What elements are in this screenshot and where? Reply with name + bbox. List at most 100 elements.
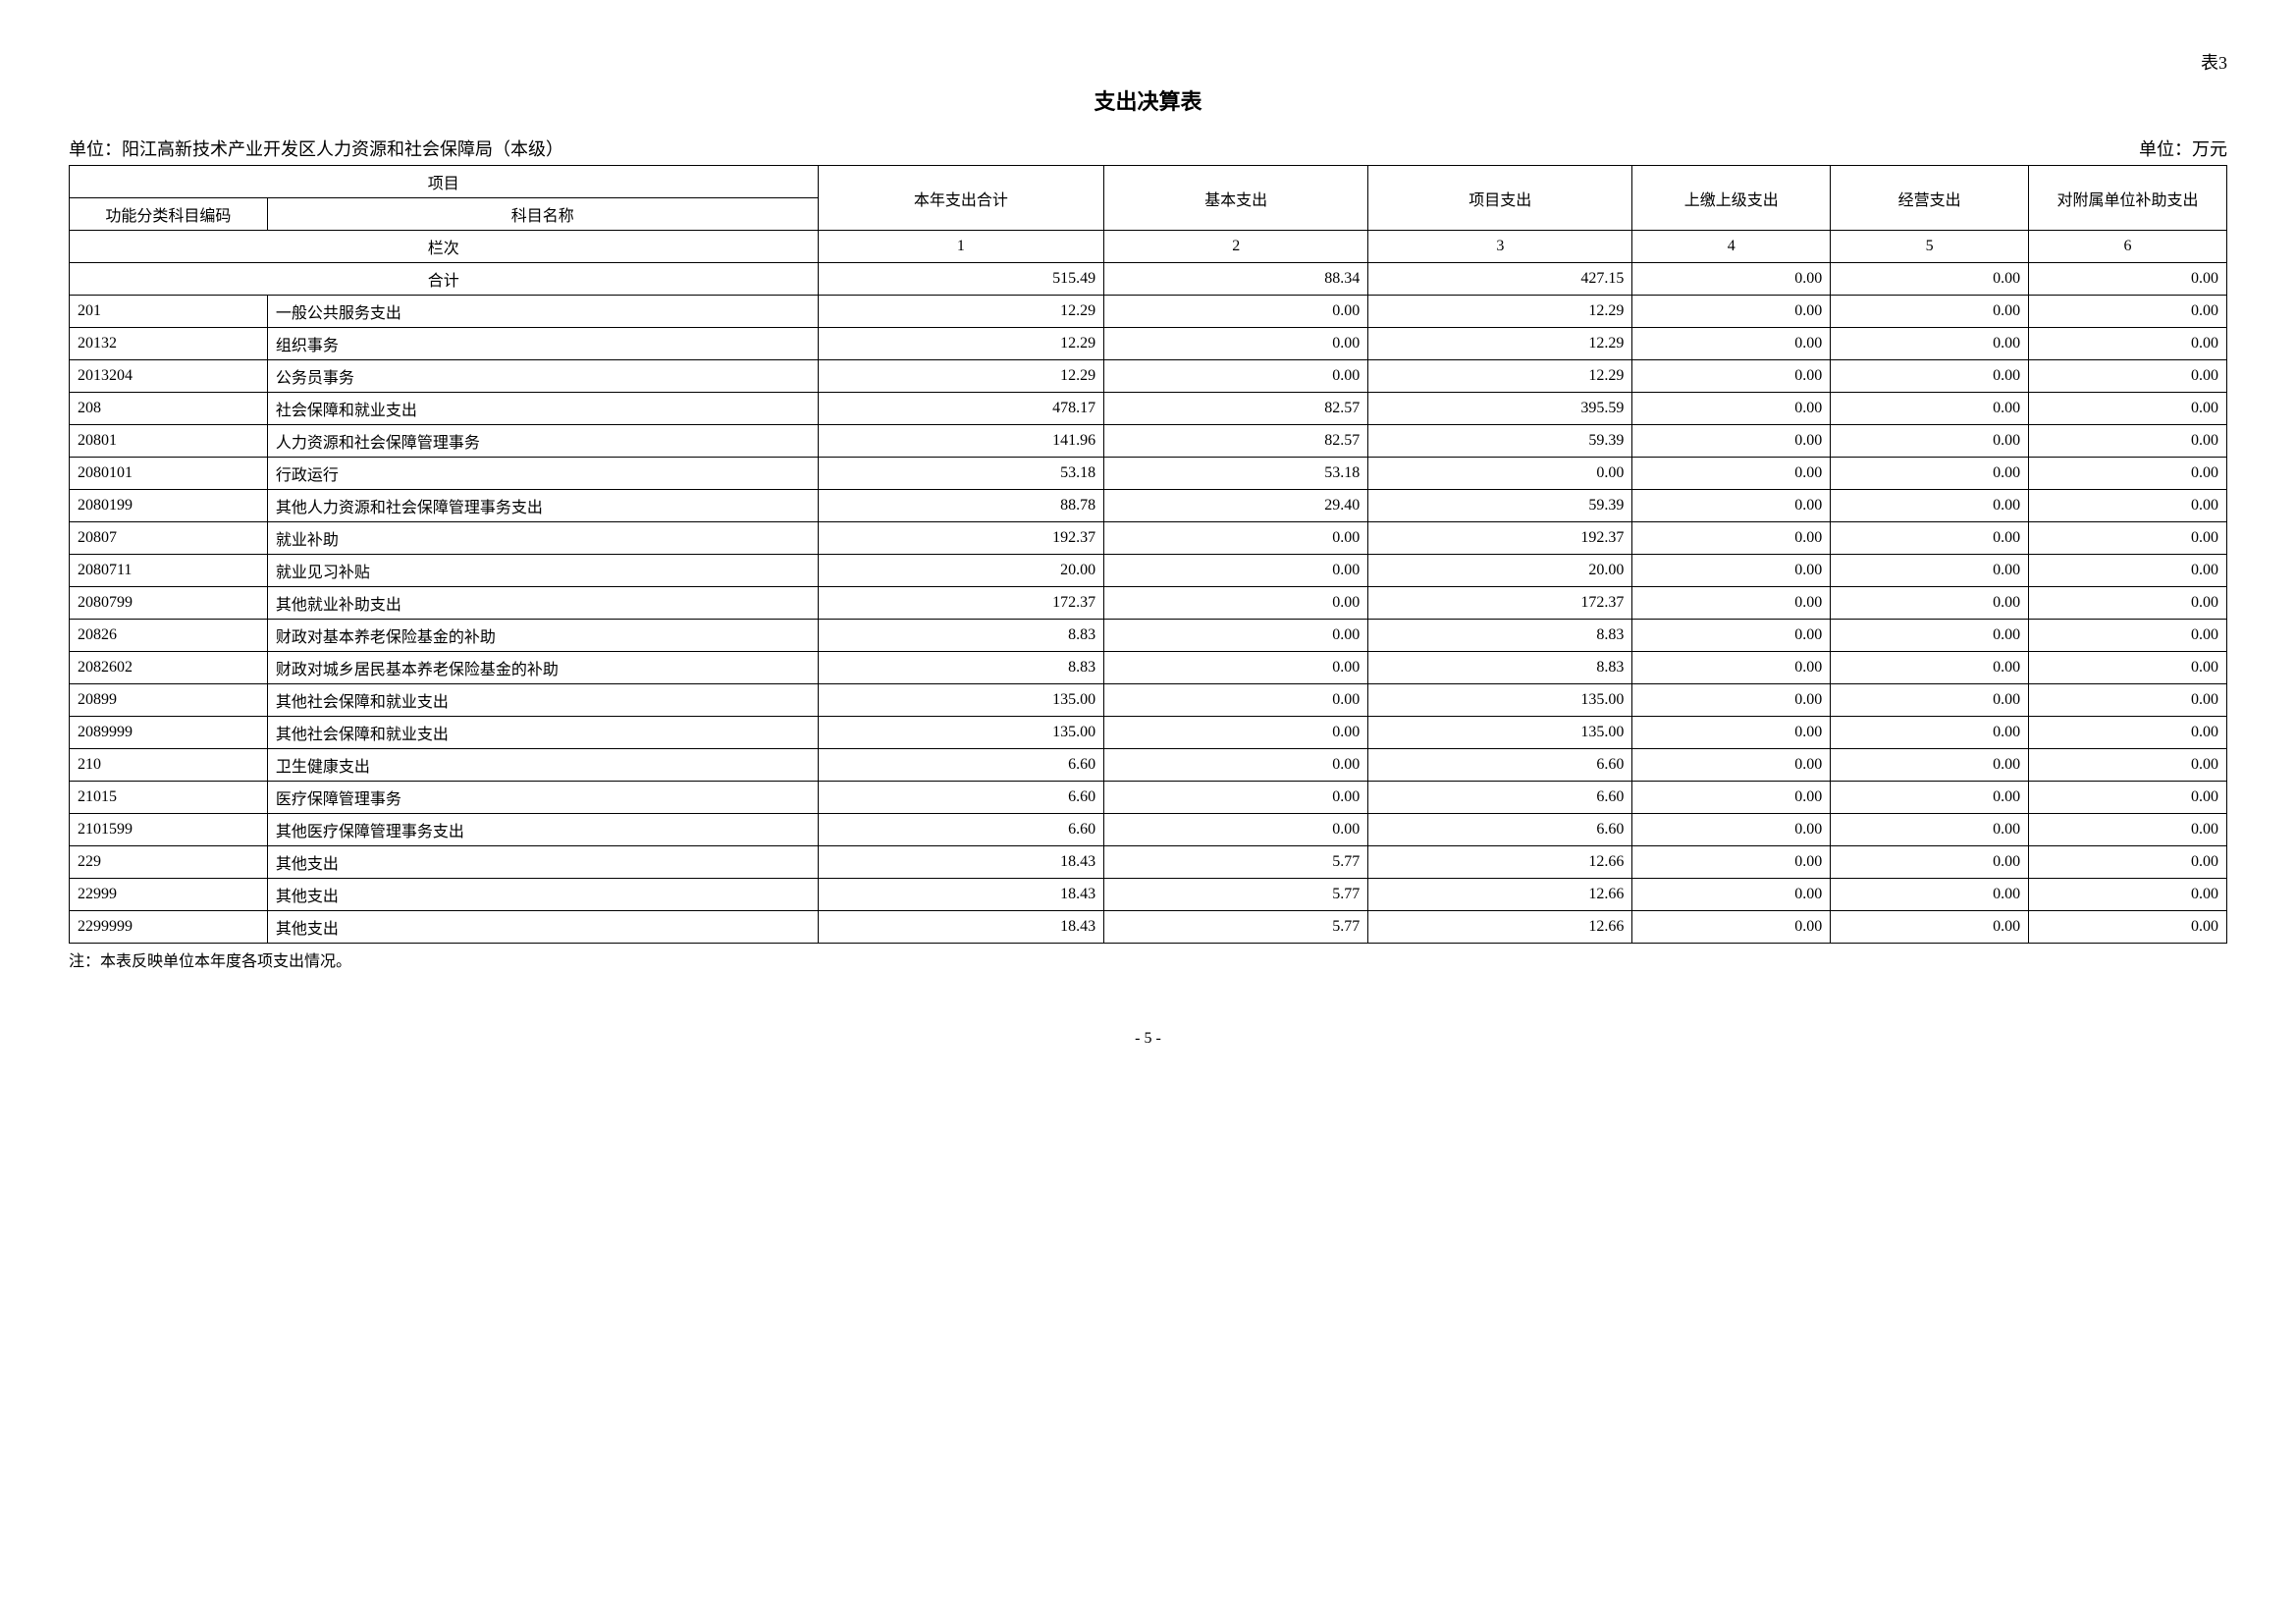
col-num-3: 3 <box>1368 231 1632 263</box>
cell-code: 210 <box>70 749 268 782</box>
cell-v6: 0.00 <box>2029 749 2227 782</box>
cell-v1: 53.18 <box>818 458 1104 490</box>
table-body: 201一般公共服务支出12.290.0012.290.000.000.00201… <box>70 296 2227 944</box>
cell-name: 社会保障和就业支出 <box>267 393 818 425</box>
cell-v1: 6.60 <box>818 782 1104 814</box>
unit-label: 单位：万元 <box>2139 135 2227 161</box>
cell-v2: 5.77 <box>1104 879 1368 911</box>
cell-name: 财政对基本养老保险基金的补助 <box>267 620 818 652</box>
cell-v4: 0.00 <box>1632 782 1831 814</box>
table-row: 201一般公共服务支出12.290.0012.290.000.000.00 <box>70 296 2227 328</box>
cell-v3: 8.83 <box>1368 620 1632 652</box>
cell-v2: 5.77 <box>1104 846 1368 879</box>
cell-v2: 0.00 <box>1104 587 1368 620</box>
org-label: 单位：阳江高新技术产业开发区人力资源和社会保障局（本级） <box>69 135 563 161</box>
cell-name: 其他支出 <box>267 846 818 879</box>
cell-v5: 0.00 <box>1831 749 2029 782</box>
cell-v1: 141.96 <box>818 425 1104 458</box>
total-v5: 0.00 <box>1831 263 2029 296</box>
cell-v5: 0.00 <box>1831 425 2029 458</box>
cell-v6: 0.00 <box>2029 717 2227 749</box>
cell-v6: 0.00 <box>2029 652 2227 684</box>
cell-v1: 8.83 <box>818 652 1104 684</box>
table-row: 20826财政对基本养老保险基金的补助8.830.008.830.000.000… <box>70 620 2227 652</box>
cell-code: 201 <box>70 296 268 328</box>
row-label: 栏次 <box>70 231 819 263</box>
table-row: 208社会保障和就业支出478.1782.57395.590.000.000.0… <box>70 393 2227 425</box>
cell-code: 2101599 <box>70 814 268 846</box>
cell-v4: 0.00 <box>1632 522 1831 555</box>
cell-v1: 6.60 <box>818 814 1104 846</box>
cell-name: 就业见习补贴 <box>267 555 818 587</box>
total-v6: 0.00 <box>2029 263 2227 296</box>
cell-name: 财政对城乡居民基本养老保险基金的补助 <box>267 652 818 684</box>
cell-v4: 0.00 <box>1632 717 1831 749</box>
cell-name: 其他支出 <box>267 879 818 911</box>
table-total-row: 合计 515.49 88.34 427.15 0.00 0.00 0.00 <box>70 263 2227 296</box>
cell-v2: 5.77 <box>1104 911 1368 944</box>
cell-v3: 8.83 <box>1368 652 1632 684</box>
cell-v1: 18.43 <box>818 846 1104 879</box>
cell-v2: 0.00 <box>1104 749 1368 782</box>
cell-name: 人力资源和社会保障管理事务 <box>267 425 818 458</box>
cell-v4: 0.00 <box>1632 652 1831 684</box>
cell-v2: 0.00 <box>1104 328 1368 360</box>
cell-v4: 0.00 <box>1632 555 1831 587</box>
header-col6: 对附属单位补助支出 <box>2029 166 2227 231</box>
cell-v6: 0.00 <box>2029 522 2227 555</box>
cell-v5: 0.00 <box>1831 296 2029 328</box>
cell-v4: 0.00 <box>1632 393 1831 425</box>
cell-name: 就业补助 <box>267 522 818 555</box>
cell-v2: 53.18 <box>1104 458 1368 490</box>
table-row: 210卫生健康支出6.600.006.600.000.000.00 <box>70 749 2227 782</box>
table-row: 2082602财政对城乡居民基本养老保险基金的补助8.830.008.830.0… <box>70 652 2227 684</box>
cell-v2: 0.00 <box>1104 522 1368 555</box>
cell-name: 组织事务 <box>267 328 818 360</box>
cell-v6: 0.00 <box>2029 879 2227 911</box>
cell-name: 其他支出 <box>267 911 818 944</box>
table-row: 2080711就业见习补贴20.000.0020.000.000.000.00 <box>70 555 2227 587</box>
cell-name: 医疗保障管理事务 <box>267 782 818 814</box>
cell-v5: 0.00 <box>1831 782 2029 814</box>
page-number: - 5 - <box>69 1030 2227 1048</box>
cell-v3: 192.37 <box>1368 522 1632 555</box>
cell-v6: 0.00 <box>2029 360 2227 393</box>
header-project: 项目 <box>70 166 819 198</box>
header-col2: 基本支出 <box>1104 166 1368 231</box>
cell-name: 一般公共服务支出 <box>267 296 818 328</box>
cell-v5: 0.00 <box>1831 587 2029 620</box>
cell-v5: 0.00 <box>1831 458 2029 490</box>
cell-v6: 0.00 <box>2029 911 2227 944</box>
cell-v3: 172.37 <box>1368 587 1632 620</box>
cell-v5: 0.00 <box>1831 814 2029 846</box>
cell-v1: 20.00 <box>818 555 1104 587</box>
cell-v4: 0.00 <box>1632 360 1831 393</box>
cell-v4: 0.00 <box>1632 684 1831 717</box>
table-row: 20132组织事务12.290.0012.290.000.000.00 <box>70 328 2227 360</box>
cell-v4: 0.00 <box>1632 296 1831 328</box>
cell-v4: 0.00 <box>1632 587 1831 620</box>
cell-code: 22999 <box>70 879 268 911</box>
cell-name: 其他医疗保障管理事务支出 <box>267 814 818 846</box>
cell-code: 208 <box>70 393 268 425</box>
col-num-5: 5 <box>1831 231 2029 263</box>
table-number: 表3 <box>69 49 2227 75</box>
total-v3: 427.15 <box>1368 263 1632 296</box>
cell-v2: 0.00 <box>1104 296 1368 328</box>
cell-v3: 395.59 <box>1368 393 1632 425</box>
header-col4: 上缴上级支出 <box>1632 166 1831 231</box>
cell-v2: 82.57 <box>1104 425 1368 458</box>
cell-code: 20132 <box>70 328 268 360</box>
header-col5: 经营支出 <box>1831 166 2029 231</box>
total-v1: 515.49 <box>818 263 1104 296</box>
table-row: 2080199其他人力资源和社会保障管理事务支出88.7829.4059.390… <box>70 490 2227 522</box>
cell-name: 其他社会保障和就业支出 <box>267 684 818 717</box>
cell-v5: 0.00 <box>1831 393 2029 425</box>
cell-v4: 0.00 <box>1632 846 1831 879</box>
cell-v2: 0.00 <box>1104 360 1368 393</box>
table-row: 2080101行政运行53.1853.180.000.000.000.00 <box>70 458 2227 490</box>
cell-v4: 0.00 <box>1632 620 1831 652</box>
cell-v4: 0.00 <box>1632 749 1831 782</box>
cell-name: 公务员事务 <box>267 360 818 393</box>
header-col3: 项目支出 <box>1368 166 1632 231</box>
